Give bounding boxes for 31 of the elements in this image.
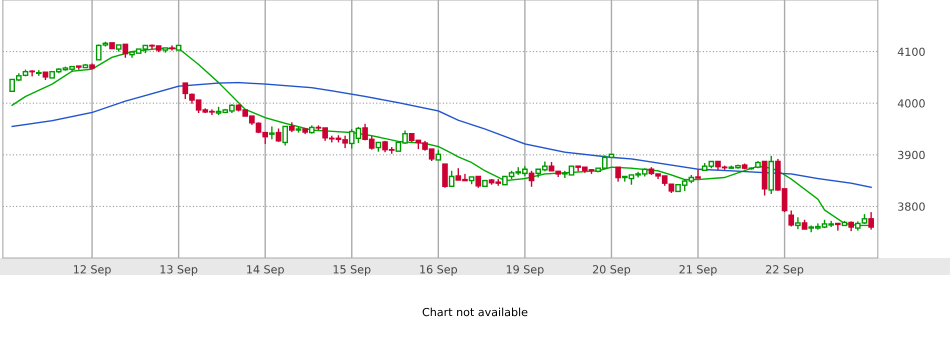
x-tick-label: 20 Sep (592, 265, 630, 276)
x-tick-label: 13 Sep (160, 265, 198, 276)
candlestick (802, 219, 808, 230)
candlestick (448, 170, 454, 187)
y-tick-label: 3900 (898, 150, 925, 160)
x-tick-label: 15 Sep (334, 265, 370, 276)
y-tick-label: 4100 (898, 48, 925, 56)
candlestick (442, 163, 448, 189)
x-tick-label: 22 Sep (766, 265, 804, 276)
text: Chart not available (422, 308, 528, 316)
x-tick-label: 19 Sep (506, 265, 544, 276)
candlestick (376, 142, 382, 152)
x-tick-label: 16 Sep (420, 265, 458, 276)
line-series (11, 82, 872, 188)
candlestick (289, 122, 295, 133)
y-tick-label: 4000 (898, 99, 925, 108)
candlestick (475, 176, 482, 189)
candlestick (528, 170, 534, 188)
x-tick-label: 21 Sep (680, 265, 717, 276)
candlestick (795, 216, 801, 230)
x-tick-label: 12 Sep (74, 265, 111, 276)
candlestick (269, 126, 275, 140)
x-tick-label: 14 Sep (247, 265, 284, 276)
candlestick (868, 211, 874, 230)
y-tick-label: 3800 (898, 202, 925, 211)
candlestick (436, 149, 442, 161)
candlestick (282, 126, 288, 146)
candlestick (615, 166, 621, 182)
candlestick (788, 210, 794, 228)
candlestick (122, 44, 128, 58)
candlestick (276, 128, 282, 143)
